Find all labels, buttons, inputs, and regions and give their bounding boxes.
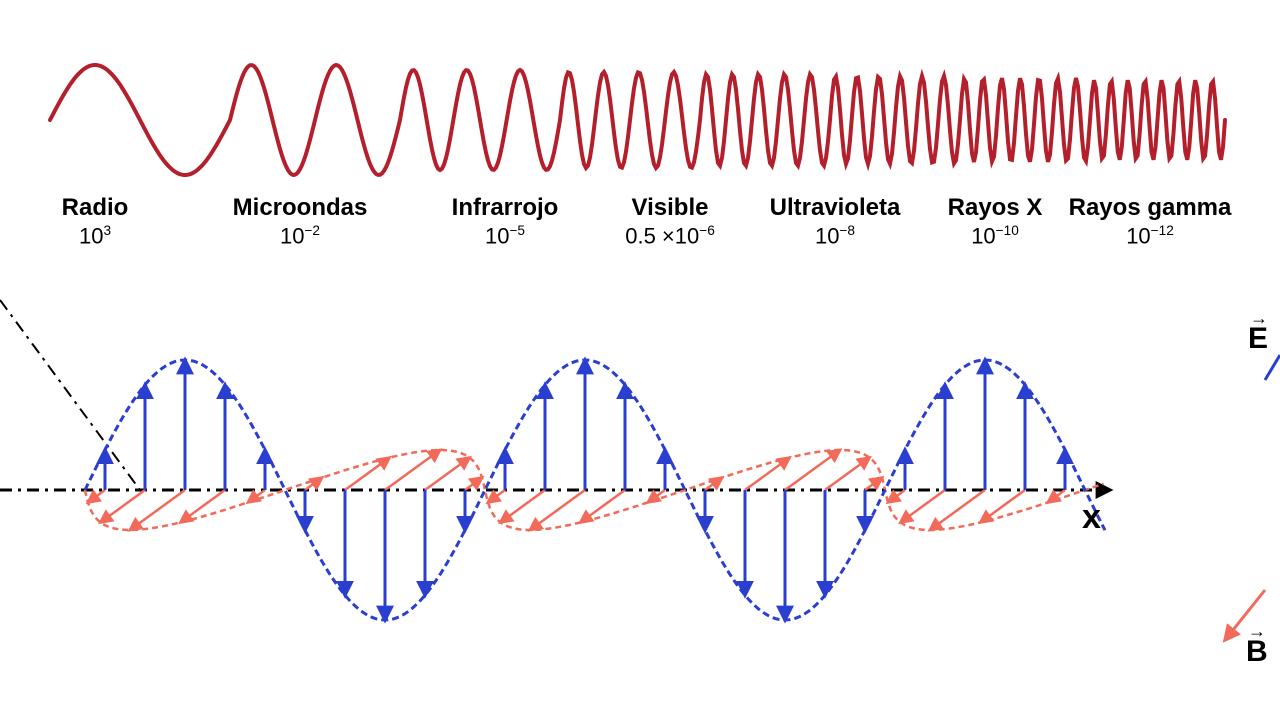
- x-axis-label: x: [1082, 498, 1101, 537]
- em-wave-diagram: [0, 0, 1280, 720]
- e-vector-label: E: [1248, 322, 1268, 356]
- diagram-canvas: Radio103Microondas10−2Infrarrojo10−5Visi…: [0, 0, 1280, 720]
- b-vector-label: B: [1246, 635, 1268, 669]
